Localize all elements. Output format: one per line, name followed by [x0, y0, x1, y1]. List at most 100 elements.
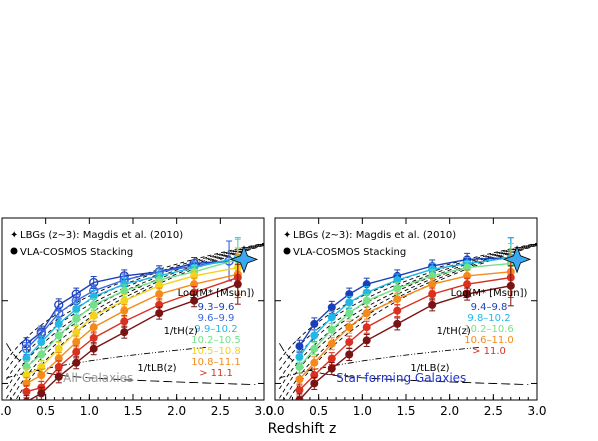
data-point: [72, 358, 81, 367]
data-point: [89, 300, 98, 309]
data-point: [72, 305, 81, 313]
panel-title: All Galaxies: [63, 371, 133, 385]
data-point: [37, 371, 46, 380]
data-point: [72, 328, 81, 337]
data-point: [428, 290, 437, 299]
data-point: [345, 323, 354, 332]
x-tick-label: 2.0: [440, 404, 459, 418]
model-track: [6, 243, 264, 380]
x-tick-label: 1.0: [353, 404, 372, 418]
data-point: [310, 331, 319, 340]
data-point: [37, 338, 46, 347]
lbg-star-marker: [502, 245, 532, 274]
mass-legend-item: 9.8–10.2: [467, 313, 510, 324]
x-tick-label: 0.0: [0, 404, 12, 418]
legend-item-lbg: LBGs (z~3): Magdis et al. (2010): [293, 230, 456, 241]
data-point: [327, 354, 336, 363]
mass-legend-item: 9.4–9.8: [471, 302, 508, 313]
mass-legend-item: 10.2–10.6: [464, 324, 514, 335]
data-point: [345, 309, 354, 318]
data-point: [72, 314, 81, 323]
data-point: [54, 319, 63, 328]
legend-star-glyph: ✦: [283, 230, 291, 241]
data-point: [463, 290, 472, 299]
data-point: [37, 389, 46, 398]
x-tick-label: 1.0: [80, 404, 99, 418]
curve-inverse-hubble-time: [6, 346, 208, 379]
data-point: [393, 295, 402, 304]
data-point: [345, 338, 354, 347]
curve-inverse-hubble-time: [279, 346, 481, 379]
data-point: [295, 386, 304, 395]
x-tick-label: 3.0: [527, 404, 546, 418]
mass-legend-item: 10.8–11.1: [191, 357, 241, 368]
data-point: [393, 284, 402, 293]
data-point: [327, 303, 336, 312]
data-point: [120, 328, 129, 337]
curve-label-lookback: 1/tLB(z): [137, 363, 176, 374]
data-point: [310, 344, 319, 353]
data-point: [295, 362, 304, 371]
panel-all-galaxies: 0.0 0.5 1.0 1.5 2.0 2.5 3.0 ✦LBGs (z~3): Magdis…: [0, 217, 274, 418]
model-track: [279, 244, 537, 399]
data-point: [506, 281, 515, 290]
data-point: [393, 319, 402, 328]
data-point: [155, 309, 164, 318]
data-point: [362, 336, 371, 345]
data-point: [72, 338, 81, 347]
plot-area: [6, 237, 264, 400]
data-point: [428, 300, 437, 309]
curve-label-lookback: 1/tLB(z): [410, 363, 449, 374]
data-point: [22, 387, 31, 396]
model-track: [6, 244, 264, 399]
model-track: [15, 244, 264, 400]
data-point: [233, 280, 242, 289]
data-point: [295, 342, 304, 351]
mass-legend-item: 10.2–10.5: [191, 335, 241, 346]
data-point: [120, 306, 129, 315]
data-point: [54, 331, 63, 340]
data-point: [327, 364, 336, 373]
data-point: [120, 296, 129, 305]
data-point: [393, 306, 402, 315]
mass-legend-header: Log(M* [Msun]): [451, 288, 528, 299]
data-point: [345, 350, 354, 359]
x-tick-label: 0.5: [309, 404, 328, 418]
x-tick-label: 1.5: [123, 404, 142, 418]
data-point: [22, 397, 31, 400]
data-point: [463, 280, 472, 289]
data-point: [89, 311, 98, 320]
data-point: [89, 323, 98, 332]
legend-dot: [283, 247, 291, 255]
legend-dot: [10, 247, 18, 255]
data-point: [54, 372, 63, 381]
data-point: [120, 280, 129, 289]
data-point: [190, 296, 199, 305]
data-point: [89, 333, 98, 342]
x-tick-label: 1.5: [396, 404, 415, 418]
data-point: [310, 379, 319, 388]
legend-item-stacking: VLA-COSMOS Stacking: [20, 247, 133, 258]
x-tick-label: 0.0: [265, 404, 284, 418]
data-point: [362, 309, 371, 318]
panel-star-forming-galaxies: 0.0 0.5 1.0 1.5 2.0 2.5 3.0 ✦ LBGs (z~3): Magdis…: [265, 217, 547, 418]
data-point: [295, 396, 304, 400]
model-track: [288, 244, 537, 400]
mass-legend-item: 10.5–10.8: [191, 346, 241, 357]
mass-legend-header: Log(M* [Msun]): [178, 288, 255, 299]
data-point: [327, 339, 336, 348]
data-point: [89, 344, 98, 353]
curve-inverse-lookback-time: [279, 343, 529, 386]
mass-legend-item: 9.3–9.6: [198, 302, 235, 313]
mass-legend-item: 9.9–10.2: [194, 324, 237, 335]
data-point: [155, 290, 164, 299]
mass-legend-item: 9.6–9.9: [198, 313, 235, 324]
data-point: [362, 323, 371, 332]
data-point: [310, 319, 319, 328]
plot-area: [279, 237, 537, 400]
mass-legend-item: > 11.1: [199, 368, 233, 379]
panel-title: Star forming Galaxies: [336, 371, 466, 385]
data-point: [310, 358, 319, 367]
data-point: [120, 317, 129, 326]
